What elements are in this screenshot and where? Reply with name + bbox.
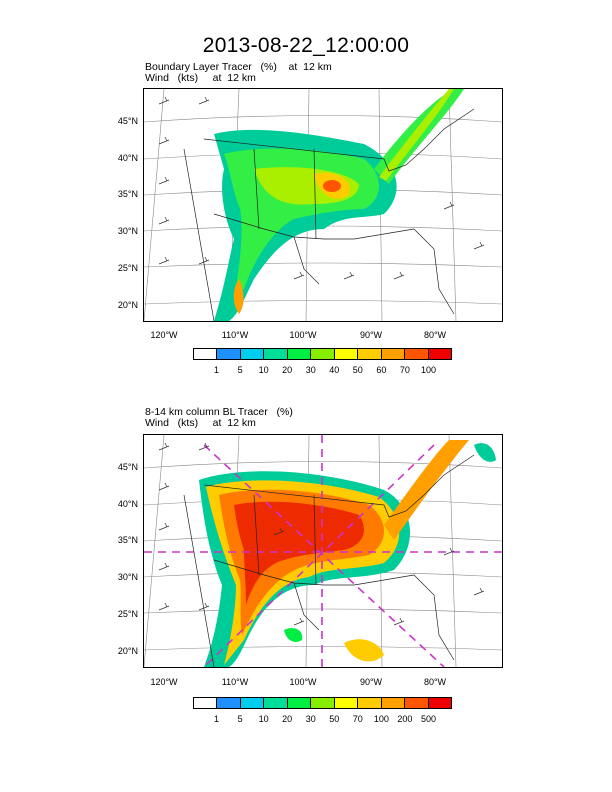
- colorbar-swatch: [334, 349, 359, 359]
- colorbar-swatch: [240, 349, 265, 359]
- colorbar-swatch: [334, 698, 359, 708]
- colorbar-label: 70: [352, 714, 363, 724]
- coastlines-borders: [183, 108, 475, 321]
- colorbar-swatch: [264, 698, 288, 708]
- colorbar-label: 5: [237, 714, 243, 724]
- colorbar-swatch: [264, 349, 288, 359]
- bottom-subtitle-line1: 8-14 km column BL Tracer (%): [145, 406, 293, 418]
- top-lat-label: 40°N: [117, 153, 138, 163]
- colorbar-swatch: [217, 349, 241, 359]
- colorbar-label: 10: [258, 365, 269, 375]
- colorbar-swatch: [287, 698, 312, 708]
- colorbar-label: 100: [373, 714, 389, 724]
- bottom-lon-label: 110°W: [221, 677, 249, 687]
- bottom-lon-label: 120°W: [150, 677, 178, 687]
- bottom-subtitle-line2: Wind (kts) at 12 km: [145, 417, 256, 429]
- colorbar-swatch: [311, 698, 335, 708]
- colorbar-swatch: [358, 698, 382, 708]
- coastlines-borders: [183, 454, 475, 667]
- top-lat-label: 35°N: [117, 189, 138, 199]
- top-subtitle-line1: Boundary Layer Tracer (%) at 12 km: [145, 61, 332, 73]
- colorbar-swatch: [358, 349, 382, 359]
- cross-section-lines: [144, 435, 502, 667]
- colorbar-label: 20: [282, 365, 293, 375]
- colorbar-label: 1: [214, 365, 220, 375]
- bottom-lon-label: 100°W: [289, 677, 317, 687]
- colorbar-label: 50: [352, 365, 363, 375]
- colorbar-swatch: [405, 349, 429, 359]
- bottom-lat-label: 30°N: [117, 572, 138, 582]
- bottom-lat-label: 40°N: [117, 499, 138, 509]
- colorbar-label: 20: [282, 714, 293, 724]
- colorbar-label: 500: [420, 714, 436, 724]
- top-lat-label: 45°N: [117, 116, 138, 126]
- tracer-plume: [214, 89, 464, 321]
- wind-barbs: [158, 96, 485, 280]
- top-map-panel: [143, 88, 503, 322]
- colorbar-label: 200: [397, 714, 413, 724]
- colorbar-label: 40: [329, 365, 340, 375]
- top-lat-label: 20°N: [117, 300, 138, 310]
- bottom-lat-label: 45°N: [117, 462, 138, 472]
- colorbar-label: 10: [258, 714, 269, 724]
- top-subtitle-line2: Wind (kts) at 12 km: [145, 72, 256, 84]
- colorbar-swatch: [405, 698, 429, 708]
- colorbar-label: 70: [399, 365, 410, 375]
- colorbar-swatch: [311, 349, 335, 359]
- top-lon-label: 110°W: [221, 330, 249, 340]
- colorbar-label: 60: [376, 365, 387, 375]
- colorbar-label: 30: [305, 365, 316, 375]
- top-lon-label: 90°W: [359, 330, 383, 340]
- bottom-lon-label: 90°W: [359, 677, 383, 687]
- bottom-lat-label: 25°N: [117, 609, 138, 619]
- top-lat-label: 30°N: [117, 226, 138, 236]
- colorbar-swatch: [428, 698, 451, 708]
- top-lon-label: 80°W: [423, 330, 447, 340]
- top-lon-label: 120°W: [150, 330, 178, 340]
- colorbar-label: 100: [420, 365, 436, 375]
- colorbar-swatch: [194, 349, 218, 359]
- colorbar-swatch: [217, 698, 241, 708]
- colorbar-label: 1: [214, 714, 220, 724]
- colorbar-label: 5: [237, 365, 243, 375]
- colorbar-swatch: [287, 349, 312, 359]
- wind-barbs: [158, 442, 485, 626]
- colorbar-swatch: [381, 698, 406, 708]
- colorbar-label: 50: [329, 714, 340, 724]
- colorbar-swatch: [381, 349, 406, 359]
- bottom-lat-label: 35°N: [117, 535, 138, 545]
- bottom-map-panel: [143, 434, 503, 668]
- top-map-svg: [144, 89, 502, 321]
- bottom-colorbar: [193, 697, 452, 709]
- colorbar-label: 30: [305, 714, 316, 724]
- top-lon-label: 100°W: [289, 330, 317, 340]
- tracer-plume: [199, 440, 496, 667]
- figure-title: 2013-08-22_12:00:00: [202, 34, 410, 57]
- colorbar-swatch: [194, 698, 218, 708]
- top-colorbar: [193, 348, 452, 360]
- colorbar-swatch: [428, 349, 451, 359]
- bottom-lon-label: 80°W: [423, 677, 447, 687]
- bottom-map-svg: [144, 435, 502, 667]
- colorbar-swatch: [240, 698, 265, 708]
- top-lat-label: 25°N: [117, 263, 138, 273]
- bottom-lat-label: 20°N: [117, 646, 138, 656]
